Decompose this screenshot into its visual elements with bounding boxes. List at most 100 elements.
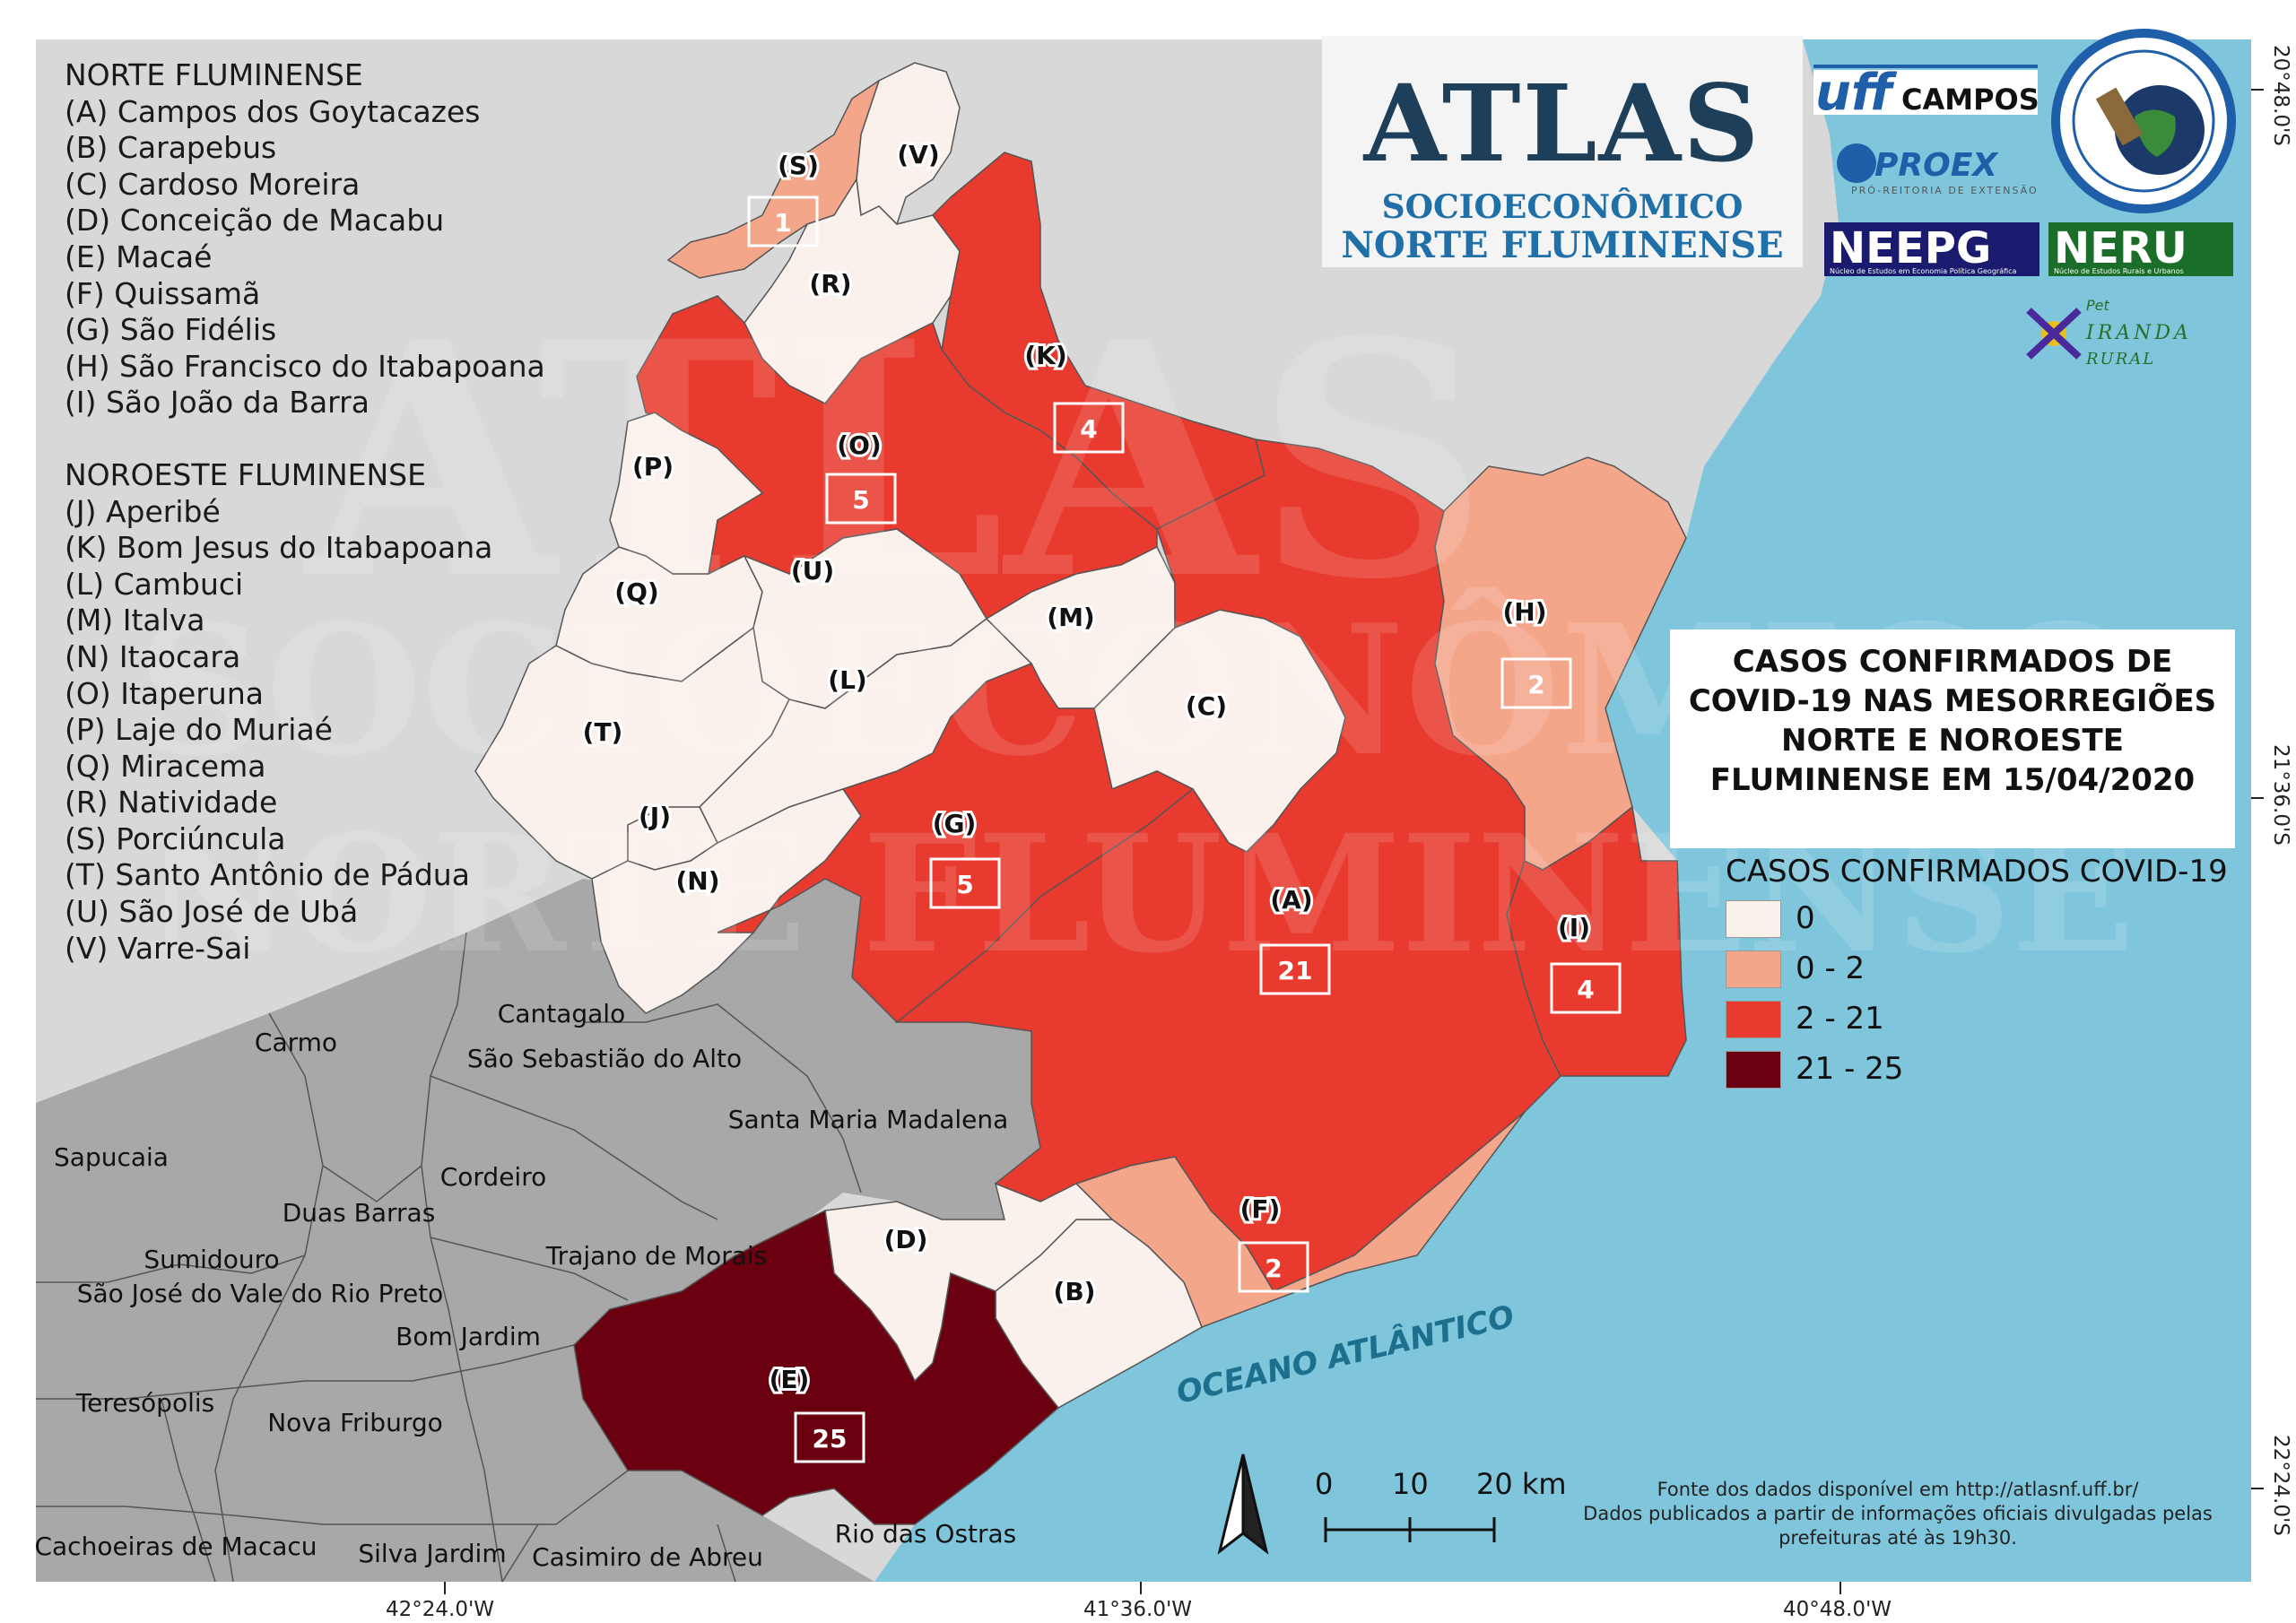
watermark: ATLAS SOCIOECONÔMICO NORTE FLUMINENSE [136,271,2143,989]
frame-ticks [444,89,2264,1594]
svg-text:PRÓ-REITORIA DE EXTENSÃO: PRÓ-REITORIA DE EXTENSÃO [1851,185,2039,196]
municipality-letter-label: (Q) [614,577,658,607]
legend-item: (V) Varre-Sai [65,930,251,966]
municipality-letter-label: (C) [1186,691,1227,721]
muni-shape-macae[interactable] [573,1209,1060,1525]
legend-item: (F) Quissamã [65,275,261,311]
north-arrow-icon [1217,1454,1269,1555]
case-count-box [1259,943,1331,995]
legend-item: (G) São Fidélis [65,312,277,348]
legend-item: (S) Porciúncula [65,820,286,856]
data-source-note: Fonte dos dados disponível em http://atl… [1548,1478,2248,1550]
proex-logo: PROEX PRÓ-REITORIA DE EXTENSÃO [1837,143,2039,196]
case-count-box [747,195,819,247]
legend-noroeste-heading: NOROESTE FLUMINENSE [65,456,426,492]
municipality-letter-label: (B) [1054,1277,1096,1306]
svg-text:uff: uff [1815,64,1898,122]
municipality-letter-label: (S) [778,151,819,180]
case-count-box [1053,402,1125,454]
case-count-label: 25 [813,1424,848,1454]
legend-swatch [1726,950,1781,988]
legend-norte-heading: NORTE FLUMINENSE [65,57,363,92]
svg-text:NERU: NERU [2054,223,2187,273]
ocean [874,39,2251,1582]
atlas-logo-main: ATLAS [1363,61,1761,186]
legend-item: (H) São Francisco do Itabapoana [65,348,545,384]
case-count-label: 21 [1278,956,1313,985]
municipality-letter-label: (E) [770,1365,810,1394]
lagest-logo [2051,29,2236,213]
municipality-letter-label: (D) [884,1225,928,1254]
municipality-letter-label: (N) [675,866,719,896]
municipality-letter-label: (F) [1240,1194,1281,1224]
lat-label: 22°24.0'S [2269,1435,2292,1536]
municipality-letter-label: (J) [639,802,671,831]
legend-item: (C) Cardoso Moreira [65,166,361,202]
source-line: Fonte dos dados disponível em http://atl… [1657,1479,2139,1500]
municipality-letter-label: (G) [933,809,977,838]
case-count-box [1550,962,1622,1014]
scale-bar [1324,1517,1496,1542]
atlas-logo: ATLAS SOCIOECONÔMICO NORTE FLUMINENSE [1322,36,1803,267]
municipality-letter-label: (U) [791,556,834,586]
svg-text:Núcleo de Estudos em Economia: Núcleo de Estudos em Economia Política G… [1830,267,2017,275]
municipality-legend: NORTE FLUMINENSE (A) Campos dos Goytacaz… [65,57,545,967]
legend-item: (O) Itaperuna [65,675,264,711]
neighbor-municipality-label: Duas Barras [283,1198,436,1228]
legend-item: (J) Aperibé [65,493,221,529]
map-title-line: COVID-19 NAS MESORREGIÕES [1688,683,2217,719]
neighbor-municipality-label: Trajano de Morais [545,1241,768,1271]
case-count-label: 2 [1265,1254,1282,1283]
map-title-line: FLUMINENSE EM 15/04/2020 [1709,762,2196,798]
map-title-box: CASOS CONFIRMADOS DE COVID-19 NAS MESORR… [1670,629,2235,848]
legend-swatch [1726,1001,1781,1038]
neighbor-municipality-label: Casimiro de Abreu [532,1542,763,1572]
scale-label: 20 km [1476,1467,1567,1501]
neighbor-region [36,879,1040,1582]
atlas-logo-sub1: SOCIOECONÔMICO [1381,188,1744,226]
neighbor-municipality-label: Cantagalo [498,999,625,1028]
case-count-label: 4 [1577,975,1594,1004]
svg-text:PROEX: PROEX [1874,147,1999,184]
atlas-logo-sub2: NORTE FLUMINENSE [1341,224,1784,266]
legend-item: (A) Campos dos Goytacazes [65,93,481,129]
neighbor-municipality-label: Silva Jardim [358,1539,506,1568]
neighbor-municipality-label: Bom Jardim [396,1322,541,1351]
legend-item: (B) Carapebus [65,130,277,166]
municipality-letter-label: (V) [897,140,939,169]
neighbor-municipality-label: Cordeiro [440,1162,547,1192]
case-count-label: 4 [1080,414,1097,444]
legend-item: (I) São João da Barra [65,385,370,421]
svg-text:NEEPG: NEEPG [1830,223,1991,273]
lon-label: 41°36.0'W [1083,1598,1193,1621]
legend-label: 0 [1796,900,1815,936]
municipality-letter-label: (K) [1024,341,1066,370]
legend-label: 2 - 21 [1796,1001,1884,1037]
legend-item: (D) Conceição de Macabu [65,203,445,239]
legend-item: (Q) Miracema [65,748,266,784]
legend-swatch [1726,1051,1781,1089]
svg-text:ATLAS: ATLAS [300,271,1489,650]
neepg-logo: NEEPG Núcleo de Estudos em Economia Polí… [1824,222,2039,276]
muni-shape-laje[interactable] [609,412,764,575]
legend-swatch [1726,900,1781,938]
legend-item: (K) Bom Jesus do Itabapoana [65,530,493,566]
legend-item: (T) Santo Antônio de Pádua [65,857,470,893]
case-count-box [1238,1241,1309,1293]
case-count-label: 5 [852,485,869,515]
municipality-letter-label: (T) [583,717,623,747]
municipality-letter-label: (A) [1270,885,1312,915]
svg-text:RURAL: RURAL [2085,350,2155,369]
neighbor-municipality-label: Cachoeiras de Macacu [34,1532,317,1561]
muni-shape-porciuncula[interactable] [666,79,881,279]
map-title-line: CASOS CONFIRMADOS DE [1732,644,2173,680]
municipality-letter-label: (I) [1558,913,1590,942]
svg-text:CAMPOS: CAMPOS [1901,82,2039,117]
legend-item: (N) Itaocara [65,638,241,674]
neighbor-municipality-label: Sapucaia [54,1142,169,1172]
svg-text:Núcleo de Estudos Rurais e Urb: Núcleo de Estudos Rurais e Urbanos [2054,267,2184,275]
svg-text:IRANDA: IRANDA [2085,322,2192,344]
neighbor-municipality-label: Teresópolis [75,1388,214,1418]
case-count-box [794,1411,865,1463]
neru-logo: NERU Núcleo de Estudos Rurais e Urbanos [2048,222,2233,276]
